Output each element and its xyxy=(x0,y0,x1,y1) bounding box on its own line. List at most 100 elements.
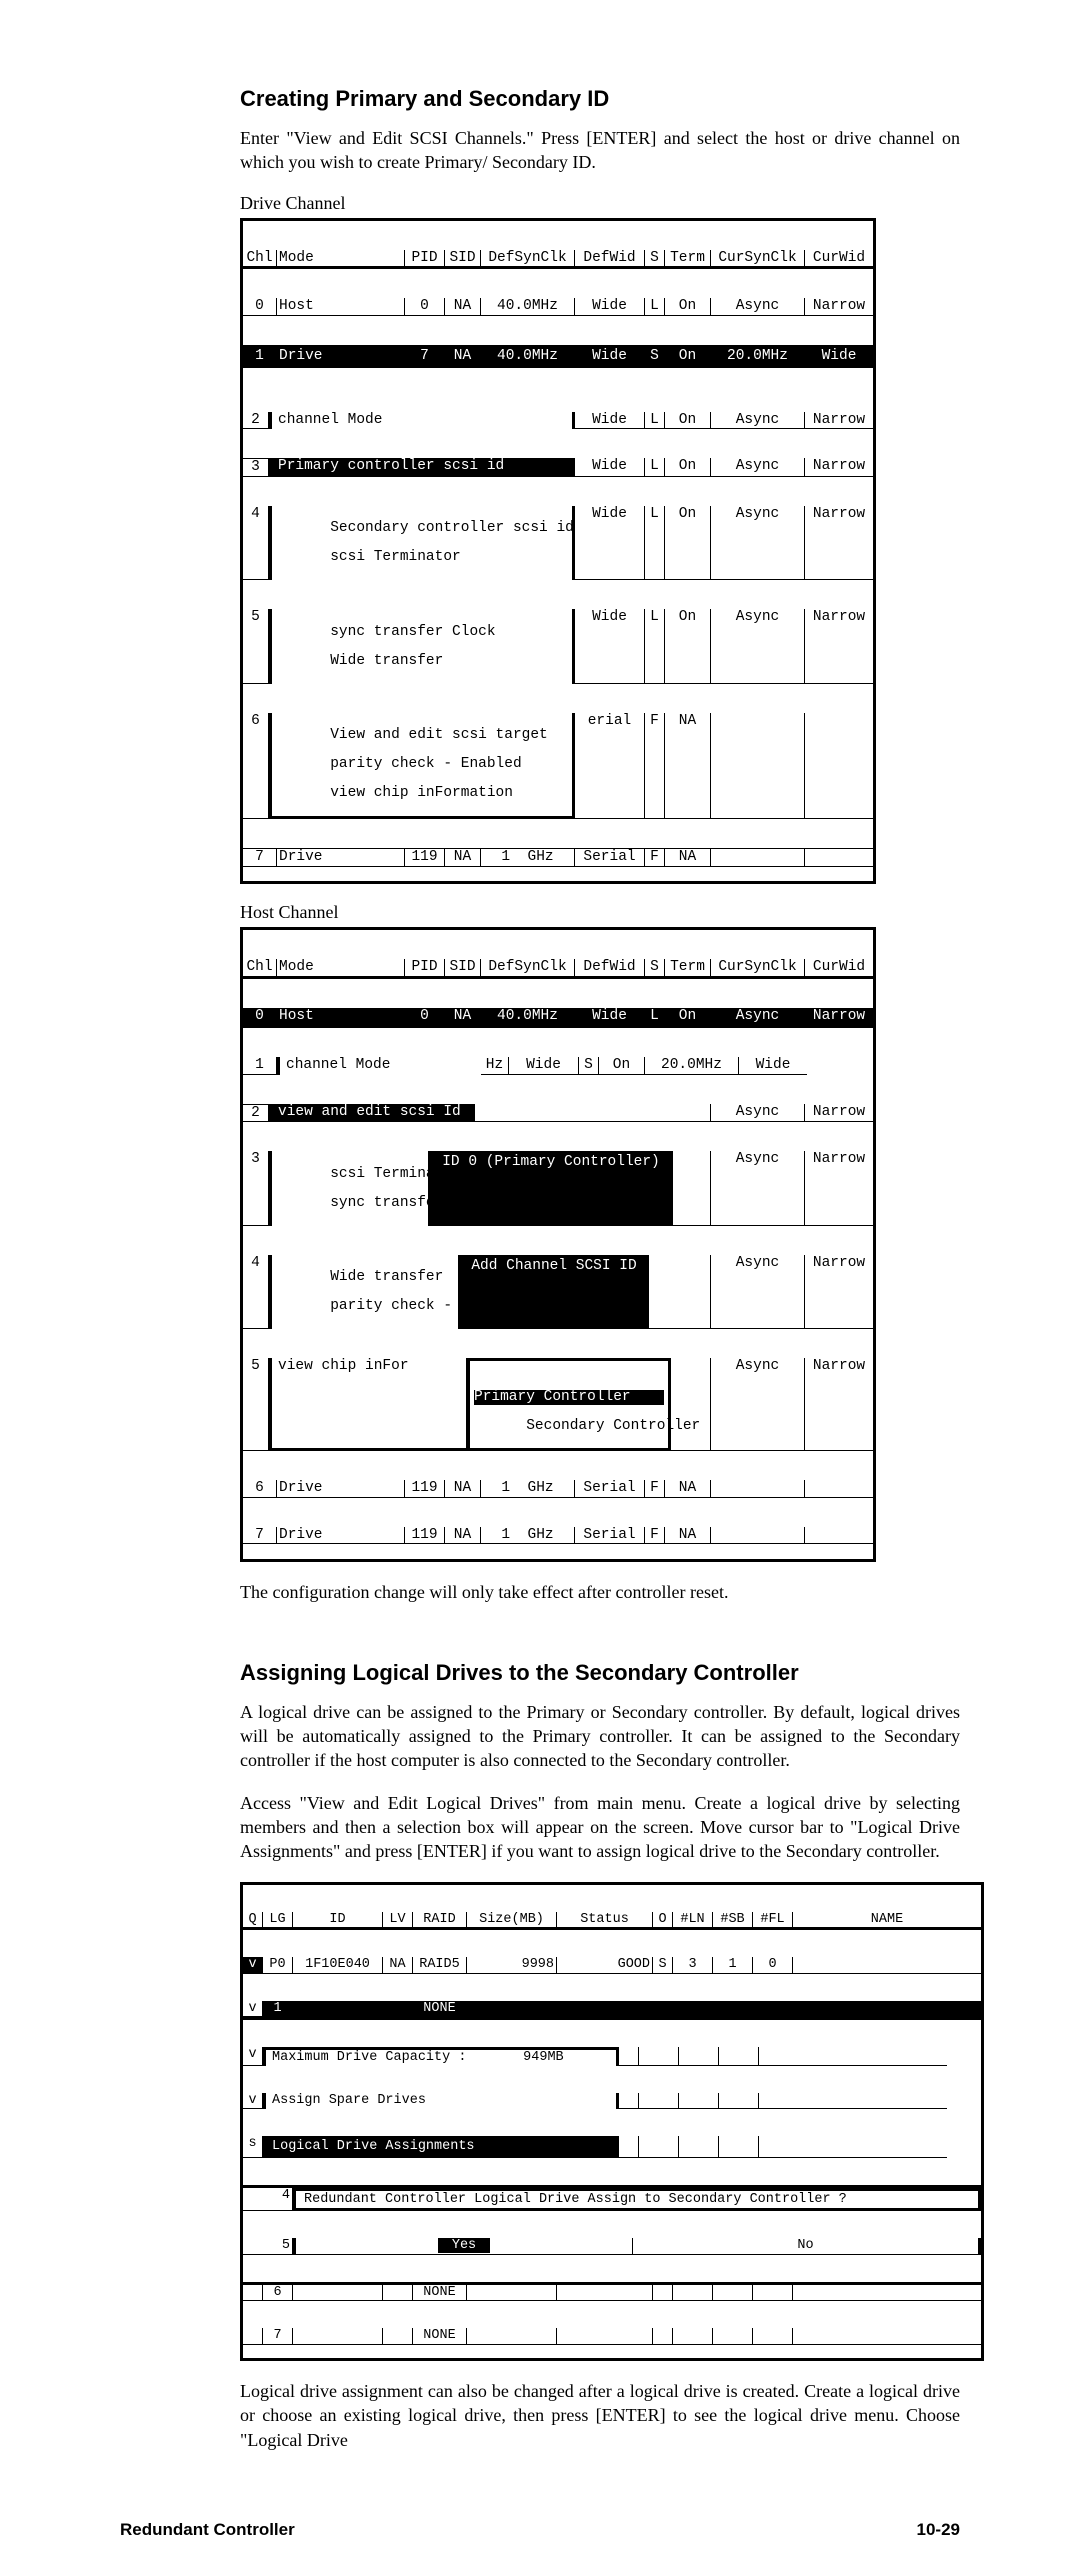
menu-item[interactable]: scsi Terminator sync transfer C xyxy=(269,1151,429,1226)
cell: Async xyxy=(711,412,805,430)
menu-item[interactable]: Assign Spare Drives xyxy=(263,2093,619,2110)
cell: 0 xyxy=(753,1957,793,1974)
th: NAME xyxy=(793,1912,981,1929)
footer-right: 10-29 xyxy=(917,2520,960,2540)
cell: 1F10E040 xyxy=(293,1957,383,1974)
drive-channel-table: Chl Mode PID SID DefSynClk DefWid S Term… xyxy=(240,218,876,885)
cell: L xyxy=(645,1008,665,1026)
cell: Wide xyxy=(509,1057,579,1075)
cell: NA xyxy=(665,1480,711,1498)
cell: Host xyxy=(277,298,405,316)
cell: Async xyxy=(711,298,805,316)
menu-line: Secondary controller scsi id xyxy=(330,520,574,536)
cell: L xyxy=(645,506,665,581)
menu-item[interactable]: View and edit scsi target parity check -… xyxy=(269,713,575,820)
cell: Async xyxy=(711,506,805,581)
th: #SB xyxy=(713,1912,753,1929)
th: DefSynClk xyxy=(481,959,575,977)
menu-line: parity check - xyxy=(330,1298,452,1314)
th: O xyxy=(653,1912,673,1929)
cell xyxy=(805,1480,873,1498)
th: Term xyxy=(665,959,711,977)
cell: NONE xyxy=(413,2001,467,2018)
cell-num: 2 xyxy=(243,1104,269,1123)
th: Chl xyxy=(243,959,277,977)
confirm-yes[interactable]: Yes xyxy=(293,2238,633,2255)
cell: Narrow xyxy=(805,458,873,477)
confirm-no[interactable]: No xyxy=(633,2238,981,2255)
menu-item[interactable]: Wide transfer parity check - xyxy=(269,1255,459,1330)
th-curwid: CurWid xyxy=(805,250,873,268)
menu-item[interactable]: channel Mode xyxy=(269,412,575,430)
side-label: v xyxy=(243,2047,263,2066)
cell: 20.0MHz xyxy=(645,1057,739,1075)
cell: 20.0MHz xyxy=(711,348,805,366)
th-sid: SID xyxy=(445,250,481,268)
cell: S xyxy=(579,1057,599,1075)
cell xyxy=(673,2001,713,2018)
popup-item[interactable]: ID 0 (Primary Controller) xyxy=(429,1151,673,1226)
cell-selected[interactable]: Drive xyxy=(277,348,405,366)
popup-item[interactable]: Add Channel SCSI ID xyxy=(459,1255,649,1330)
th: PID xyxy=(405,959,445,977)
cell xyxy=(619,2047,639,2066)
cell-selected[interactable]: Host xyxy=(277,1008,405,1026)
cell: Narrow xyxy=(805,1255,873,1330)
cell-num: 5 xyxy=(243,609,269,684)
menu-item[interactable]: channel Mode xyxy=(277,1057,481,1075)
para-assign-3: Logical drive assignment can also be cha… xyxy=(240,2379,960,2452)
menu-item[interactable]: Maximum Drive Capacity : 949MB xyxy=(263,2047,619,2066)
cell: Wide xyxy=(575,1008,645,1026)
cell-selected[interactable]: 0 xyxy=(243,1008,277,1026)
cell: S xyxy=(653,1957,673,1974)
cell: 7 xyxy=(405,348,445,366)
cell: 40.0MHz xyxy=(481,1008,575,1026)
cell: 6 xyxy=(243,1480,277,1498)
cell xyxy=(805,1527,873,1545)
cell: 40.0MHz xyxy=(481,348,575,366)
menu-item-selected[interactable]: view and edit scsi Id xyxy=(269,1104,475,1123)
cell xyxy=(753,2001,793,2018)
cell: 119 xyxy=(405,1480,445,1498)
cell: F xyxy=(645,713,665,820)
cell: L xyxy=(645,609,665,684)
cell: Wide xyxy=(739,1057,807,1075)
cell: F xyxy=(645,1527,665,1545)
cell: Async xyxy=(711,1151,805,1226)
para-assign-1: A logical drive can be assigned to the P… xyxy=(240,1700,960,1773)
menu-item[interactable]: Secondary controller scsi id scsi Termin… xyxy=(269,506,575,581)
cell: Async xyxy=(711,1358,805,1451)
cell: NA xyxy=(665,713,711,820)
th: LG xyxy=(263,1912,293,1929)
menu-item[interactable]: sync transfer Clock Wide transfer xyxy=(269,609,575,684)
cell-num: 3 xyxy=(243,458,269,477)
cell: Narrow xyxy=(805,1151,873,1226)
cell-selected[interactable]: 1 xyxy=(263,2001,293,2018)
popup-selected[interactable]: Primary Controller xyxy=(474,1390,664,1405)
cell: Wide xyxy=(575,298,645,316)
cell: NA xyxy=(445,849,481,867)
cell: Async xyxy=(711,1008,805,1026)
heading-assigning: Assigning Logical Drives to the Secondar… xyxy=(240,1660,960,1686)
th: Q xyxy=(243,1912,263,1929)
menu-item[interactable]: view chip inFor xyxy=(269,1358,467,1451)
menu-item-selected[interactable]: Primary controller scsi id xyxy=(269,458,575,477)
cell: Serial xyxy=(575,1480,645,1498)
th-chl: Chl xyxy=(243,250,277,268)
cell xyxy=(293,2001,383,2018)
cell: erial xyxy=(575,713,645,820)
menu-item-selected[interactable]: Logical Drive Assignments xyxy=(263,2136,619,2158)
cell: L xyxy=(645,298,665,316)
popup-group[interactable]: Primary Controller Secondary Controller xyxy=(467,1358,671,1451)
th-pid: PID xyxy=(405,250,445,268)
cell-selected[interactable]: 1 xyxy=(243,348,277,366)
cell xyxy=(711,849,805,867)
th: S xyxy=(645,959,665,977)
menu-line: sync transfer Clock xyxy=(330,624,495,640)
cell: Wide xyxy=(575,348,645,366)
th: Mode xyxy=(277,959,405,977)
cell xyxy=(711,713,805,820)
cell: NA xyxy=(665,1527,711,1545)
cell: NA xyxy=(445,298,481,316)
cell: On xyxy=(665,412,711,430)
